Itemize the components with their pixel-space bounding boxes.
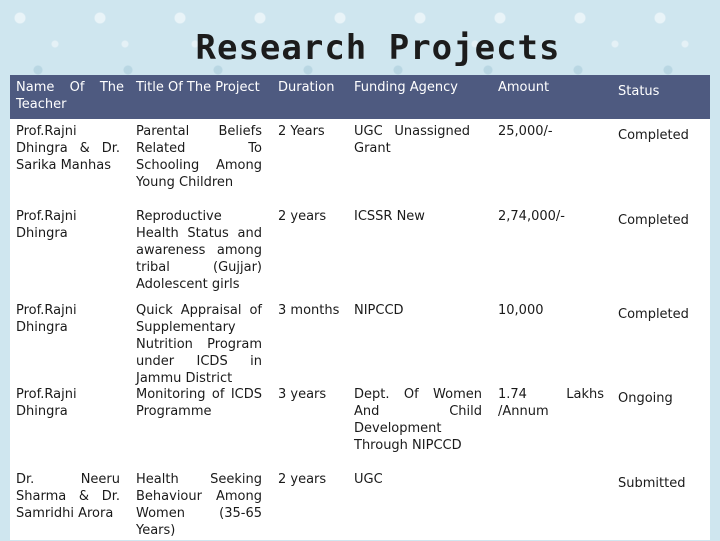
duration-cell: 3 months — [278, 303, 340, 318]
status-cell: Completed — [618, 307, 689, 322]
header-duration: Duration — [278, 80, 335, 95]
agency-cell: UGC — [354, 472, 383, 487]
agency-cell: NIPCCD — [354, 303, 404, 318]
agency-cell: Dept. Of Women And Child Development Thr… — [354, 387, 482, 453]
amount-cell: 10,000 — [498, 303, 544, 318]
teacher-cell: Prof.Rajni Dhingra — [16, 209, 77, 241]
amount-cell — [492, 469, 612, 473]
project-title-cell: Monitoring of ICDS Programme — [136, 387, 262, 419]
page-title: Research Projects — [195, 28, 561, 68]
project-title-cell: Quick Appraisal of Supplementary Nutriti… — [136, 303, 262, 386]
header-agency: Funding Agency — [354, 80, 458, 95]
status-cell: Completed — [618, 213, 689, 228]
teacher-cell: Prof.Rajni Dhingra — [16, 387, 77, 419]
project-title-cell: Parental Beliefs Related To Schooling Am… — [136, 124, 262, 190]
status-cell: Completed — [618, 128, 689, 143]
research-projects-table: Name Of The Teacher Title Of The Project… — [10, 75, 710, 540]
project-title-cell: Health Seeking Behaviour Among Women (35… — [136, 472, 262, 538]
agency-cell: ICSSR New — [354, 209, 425, 224]
status-cell: Submitted — [618, 476, 686, 491]
amount-cell: 2,74,000/- — [498, 209, 565, 224]
amount-cell: 1.74 Lakhs /Annum — [498, 387, 604, 419]
duration-cell: 2 Years — [278, 124, 325, 139]
status-cell: Ongoing — [618, 391, 673, 406]
duration-cell: 2 years — [278, 472, 327, 487]
table-header: Name Of The Teacher Title Of The Project… — [10, 75, 710, 119]
duration-cell: 3 years — [278, 387, 327, 402]
header-title: Title Of The Project — [136, 80, 260, 95]
header-status: Status — [618, 84, 660, 99]
teacher-cell: Prof.Rajni Dhingra — [16, 303, 77, 335]
header-teacher: Name Of The Teacher — [16, 80, 124, 112]
teacher-cell: Dr. Neeru Sharma & Dr. Samridhi Arora — [16, 472, 120, 521]
teacher-cell: Prof.Rajni Dhingra & Dr. Sarika Manhas — [16, 124, 120, 173]
duration-cell: 2 years — [278, 209, 327, 224]
amount-cell: 25,000/- — [498, 124, 553, 139]
header-amount: Amount — [498, 80, 550, 95]
project-title-cell: Reproductive Health Status and awareness… — [136, 209, 262, 292]
agency-cell: UGC Unassigned Grant — [354, 124, 470, 156]
